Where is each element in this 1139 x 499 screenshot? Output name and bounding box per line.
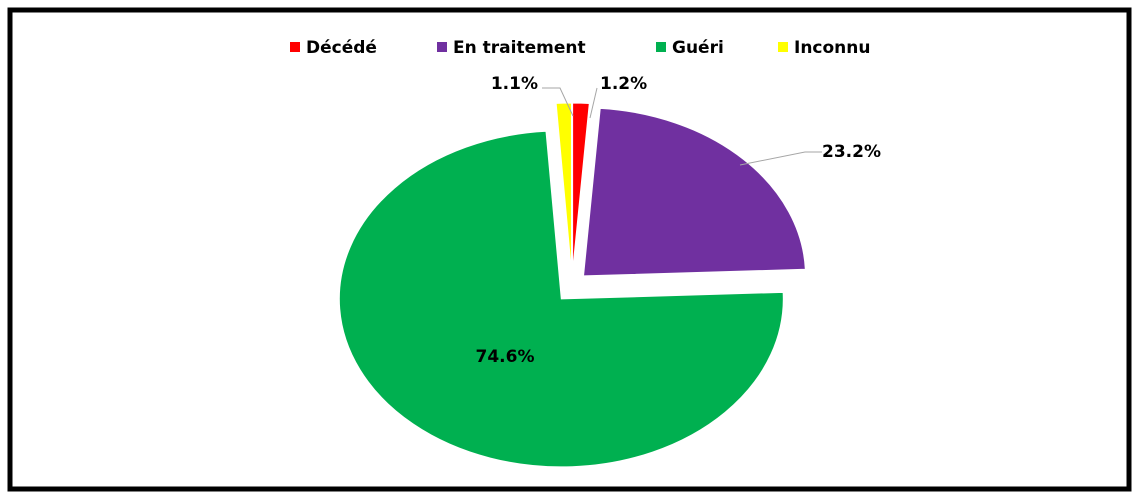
data-label: 23.2% bbox=[822, 142, 881, 162]
legend-swatch bbox=[290, 42, 300, 52]
legend-label: Décédé bbox=[306, 38, 377, 58]
pie-slice bbox=[582, 107, 806, 277]
legend-swatch bbox=[778, 42, 788, 52]
legend-label: En traitement bbox=[453, 38, 586, 58]
legend-swatch bbox=[437, 42, 447, 52]
pie-slice bbox=[572, 102, 590, 272]
legend-label: Guéri bbox=[672, 38, 724, 58]
leader-line bbox=[542, 87, 574, 117]
leader-line bbox=[739, 151, 822, 166]
data-label: 1.2% bbox=[600, 74, 647, 94]
legend-swatch bbox=[656, 42, 666, 52]
pie-slice bbox=[338, 130, 784, 468]
data-label: 1.1% bbox=[491, 74, 538, 94]
pie-slice bbox=[555, 102, 572, 272]
leader-line bbox=[589, 87, 598, 119]
legend-label: Inconnu bbox=[794, 38, 871, 58]
data-label: 74.6% bbox=[476, 347, 535, 367]
